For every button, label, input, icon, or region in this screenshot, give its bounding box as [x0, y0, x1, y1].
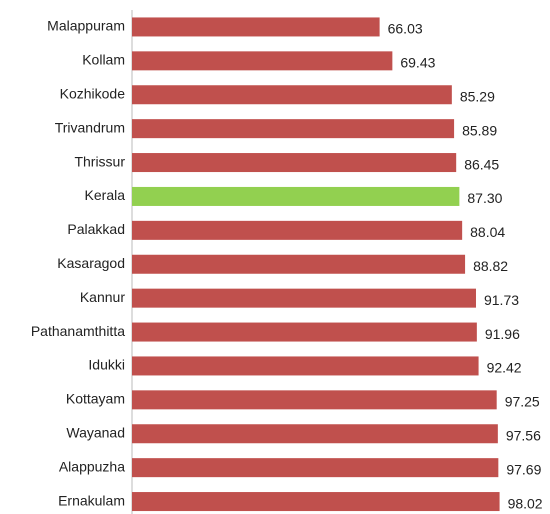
bar	[132, 119, 455, 139]
bar	[132, 390, 497, 410]
category-label: Ernakulam	[58, 492, 125, 508]
bar	[132, 356, 479, 376]
value-label: 97.25	[505, 394, 540, 410]
bar	[132, 322, 477, 342]
value-label: 85.89	[462, 122, 497, 138]
bar	[132, 288, 476, 308]
category-label: Idukki	[88, 357, 125, 373]
value-label: 91.96	[485, 326, 520, 342]
category-label: Thrissur	[74, 153, 125, 169]
value-label: 87.30	[467, 190, 502, 206]
value-label: 98.02	[508, 495, 543, 511]
value-label: 86.45	[464, 156, 499, 172]
category-label: Kottayam	[66, 391, 125, 407]
bar	[132, 17, 380, 37]
bar	[132, 492, 500, 512]
category-label: Kollam	[82, 52, 125, 68]
category-label: Kerala	[85, 187, 126, 203]
category-label: Trivandrum	[55, 119, 125, 135]
value-label: 85.29	[460, 88, 495, 104]
bar	[132, 153, 457, 173]
category-label: Kozhikode	[60, 85, 126, 101]
value-label: 69.43	[400, 55, 435, 71]
category-label: Malappuram	[47, 18, 125, 34]
bar	[132, 254, 466, 274]
bar	[132, 85, 452, 105]
bar	[132, 424, 498, 444]
bar	[132, 220, 463, 240]
bar	[132, 186, 460, 206]
category-label: Alappuzha	[59, 458, 125, 474]
value-label: 97.56	[506, 427, 541, 443]
category-label: Palakkad	[67, 221, 125, 237]
value-label: 66.03	[388, 21, 423, 37]
value-label: 92.42	[487, 360, 522, 376]
category-label: Pathanamthitta	[31, 323, 125, 339]
category-label: Wayanad	[66, 424, 125, 440]
category-label: Kannur	[80, 289, 125, 305]
bar	[132, 458, 499, 478]
value-label: 91.73	[484, 292, 519, 308]
value-label: 88.82	[473, 258, 508, 274]
value-label: 88.04	[470, 224, 505, 240]
value-label: 97.69	[506, 461, 541, 477]
bar	[132, 51, 393, 71]
category-label: Kasaragod	[57, 255, 125, 271]
